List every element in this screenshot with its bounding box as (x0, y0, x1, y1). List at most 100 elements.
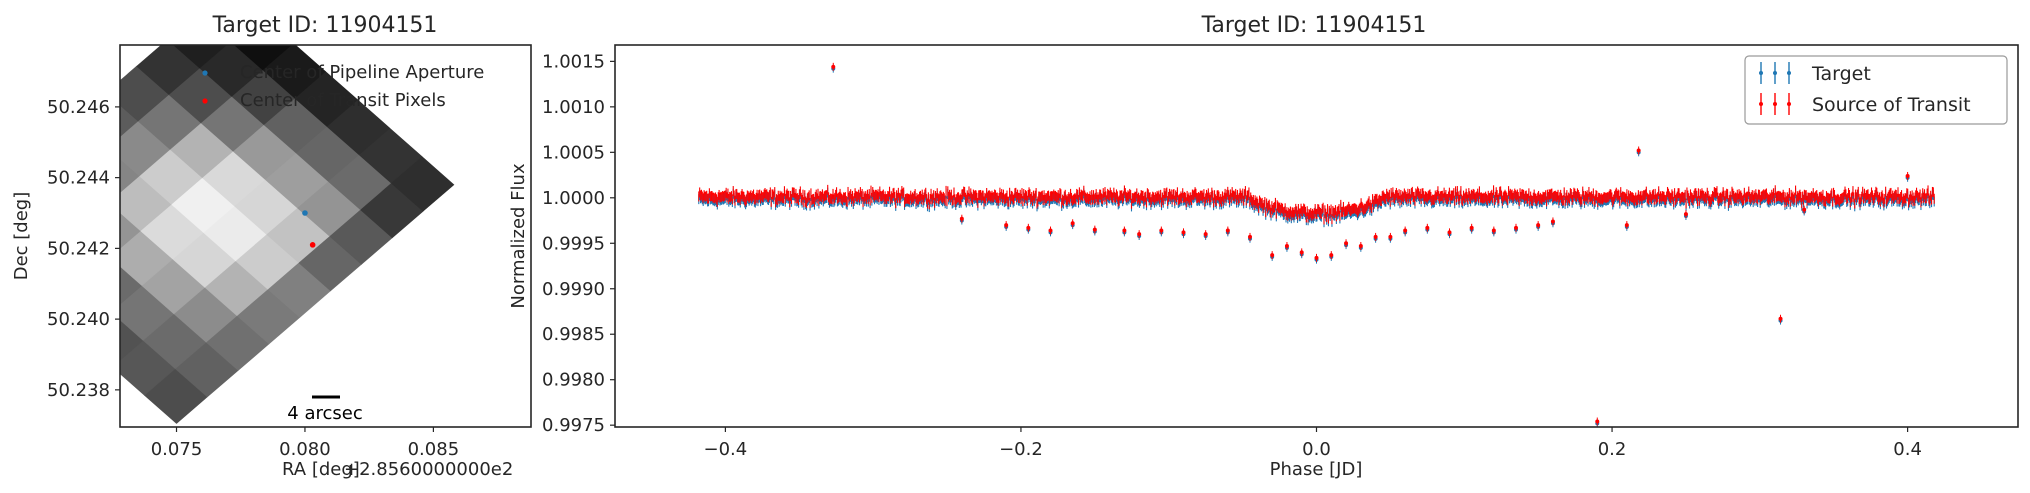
source-outlier (1905, 173, 1910, 178)
source-outlier (1270, 253, 1275, 258)
right-y-label: Normalized Flux (508, 163, 529, 309)
scale-bar: 4 arcsec (287, 395, 363, 424)
x-tick-label: 0.0 (1302, 439, 1331, 460)
y-tick-label: 1.0015 (542, 51, 605, 72)
aperture-pixel (120, 265, 143, 305)
source-outlier (1358, 244, 1363, 249)
source-outlier (1636, 148, 1641, 153)
aperture-pixel (120, 212, 141, 249)
legend-label-target: Target (1811, 63, 1871, 85)
source-outlier (1122, 228, 1127, 233)
aperture-pixel (136, 45, 201, 95)
source-outlier (1802, 207, 1807, 212)
x-tick-label: −0.4 (704, 439, 748, 460)
left-panel: Target ID: 11904151 4 arcsec Center of P… (11, 13, 532, 480)
legend-marker-transit (202, 98, 208, 104)
source-outlier (1778, 316, 1783, 321)
left-x-offset: +2.8560000000e2 (344, 459, 513, 480)
source-outlier (1425, 225, 1430, 230)
source-outlier (959, 216, 964, 221)
source-outlier (1447, 230, 1452, 235)
aperture-pixel (120, 104, 139, 137)
legend-label-source: Source of Transit (1812, 94, 1971, 116)
right-y-ticks: 0.9975 0.9980 0.9985 0.9990 0.9995 1.0000 1.00… (542, 51, 615, 436)
x-tick-label: 0.4 (1893, 439, 1922, 460)
left-x-ticks: 0.075 0.080 0.085 (151, 427, 459, 460)
source-outlier (1159, 228, 1164, 233)
source-outlier (1299, 250, 1304, 255)
aperture-pixel (120, 158, 140, 193)
source-outlier (1248, 234, 1253, 239)
source-outlier (1092, 227, 1097, 232)
pixel-image (44, 45, 455, 424)
source-outlier (1203, 232, 1208, 237)
y-tick-label: 0.9995 (542, 233, 605, 254)
y-tick-label: 0.9985 (542, 324, 605, 345)
source-outlier (1070, 221, 1075, 226)
y-tick-label: 50.240 (47, 309, 110, 330)
legend-marker-target (1759, 62, 1791, 84)
y-tick-label: 1.0005 (542, 142, 605, 163)
source-outlier (1469, 225, 1474, 230)
y-tick-label: 1.0010 (542, 97, 605, 118)
legend-label-pipeline: Center of Pipeline Aperture (240, 62, 484, 83)
y-tick-label: 0.9990 (542, 279, 605, 300)
centroid-point (309, 242, 316, 248)
centroid-point (302, 210, 308, 216)
scale-bar-label: 4 arcsec (287, 403, 362, 424)
source-outlier (1683, 212, 1688, 217)
source-outlier (1373, 234, 1378, 239)
left-y-ticks: 50.238 50.240 50.242 50.244 50.246 (47, 97, 120, 401)
x-tick-label: 0.080 (279, 439, 331, 460)
left-y-label: Dec [deg] (11, 192, 32, 281)
y-tick-label: 50.244 (47, 168, 110, 189)
x-tick-label: 0.2 (1598, 439, 1627, 460)
legend-marker-pipeline (202, 70, 208, 76)
source-outlier (1026, 225, 1031, 230)
source-outlier (1284, 244, 1289, 249)
left-x-label: RA [deg] (282, 459, 360, 480)
source-outlier (1536, 223, 1541, 228)
left-title: Target ID: 11904151 (212, 13, 438, 38)
source-outlier (1329, 253, 1334, 258)
aperture-pixel (262, 45, 326, 99)
x-tick-label: −0.2 (999, 439, 1043, 460)
y-tick-label: 50.246 (47, 97, 110, 118)
flux-outliers (831, 62, 1910, 464)
centroid-markers (302, 210, 316, 248)
x-tick-label: 0.075 (151, 439, 203, 460)
aperture-pixel (173, 45, 227, 69)
right-panel: Target ID: 11904151 −0.4 −0.2 0.0 0.2 0.4 0.… (508, 13, 2019, 480)
aperture-pixel (234, 45, 292, 71)
source-outlier (1513, 225, 1518, 230)
right-legend: Target Source of Transit (1744, 55, 2008, 125)
source-outlier (1344, 241, 1349, 246)
left-axes-frame (119, 44, 532, 428)
source-outlier (1624, 223, 1629, 228)
y-tick-label: 0.9980 (542, 370, 605, 391)
source-outlier (1550, 219, 1555, 224)
source-outlier (831, 64, 836, 69)
y-tick-label: 0.9975 (542, 415, 605, 436)
source-outlier (1388, 234, 1393, 239)
source-outlier (1137, 232, 1142, 237)
aperture-pixel (44, 119, 107, 174)
flux-band (698, 184, 1935, 228)
source-outlier (1491, 228, 1496, 233)
right-legend-box (1744, 55, 2008, 125)
source-outlier (1595, 419, 1600, 424)
aperture-pixel (120, 319, 144, 361)
right-x-label: Phase [JD] (1270, 459, 1363, 480)
source-outlier (1004, 223, 1009, 228)
source-outlier (1048, 228, 1053, 233)
target-outlier (1597, 460, 1601, 464)
y-tick-label: 50.238 (47, 380, 110, 401)
x-tick-label: 0.085 (408, 439, 460, 460)
source-outlier (1225, 228, 1230, 233)
source-outlier (1314, 255, 1319, 260)
source-outlier (1403, 228, 1408, 233)
legend-label-transit: Center of Transit Pixels (240, 90, 446, 111)
legend-marker-source (1759, 93, 1791, 115)
aperture-pixel (199, 45, 264, 97)
